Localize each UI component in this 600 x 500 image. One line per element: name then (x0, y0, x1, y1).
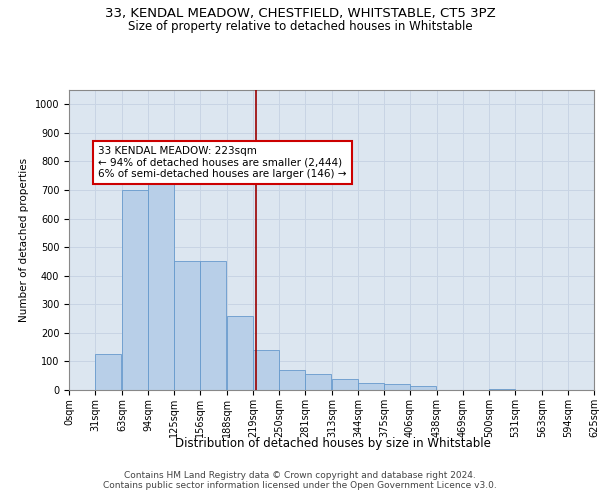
Bar (174, 262, 200, 390)
Y-axis label: Number of detached properties: Number of detached properties (19, 158, 29, 322)
Bar (305, 374, 331, 390)
Bar (200, 262, 226, 390)
Bar (358, 383, 384, 390)
Bar (227, 316, 253, 390)
Bar (384, 384, 410, 390)
Bar (410, 386, 436, 390)
Bar (332, 378, 358, 390)
Text: Size of property relative to detached houses in Whitstable: Size of property relative to detached ho… (128, 20, 472, 33)
Bar (95, 354, 121, 390)
Bar (279, 370, 305, 390)
Text: 33 KENDAL MEADOW: 223sqm
← 94% of detached houses are smaller (2,444)
6% of semi: 33 KENDAL MEADOW: 223sqm ← 94% of detach… (98, 146, 347, 179)
Bar (148, 168, 174, 390)
Bar (122, 190, 148, 390)
Bar (253, 350, 279, 390)
Text: 33, KENDAL MEADOW, CHESTFIELD, WHITSTABLE, CT5 3PZ: 33, KENDAL MEADOW, CHESTFIELD, WHITSTABL… (104, 8, 496, 20)
Bar (489, 388, 515, 390)
Text: Contains public sector information licensed under the Open Government Licence v3: Contains public sector information licen… (103, 480, 497, 490)
Text: Distribution of detached houses by size in Whitstable: Distribution of detached houses by size … (175, 438, 491, 450)
Text: Contains HM Land Registry data © Crown copyright and database right 2024.: Contains HM Land Registry data © Crown c… (124, 470, 476, 480)
